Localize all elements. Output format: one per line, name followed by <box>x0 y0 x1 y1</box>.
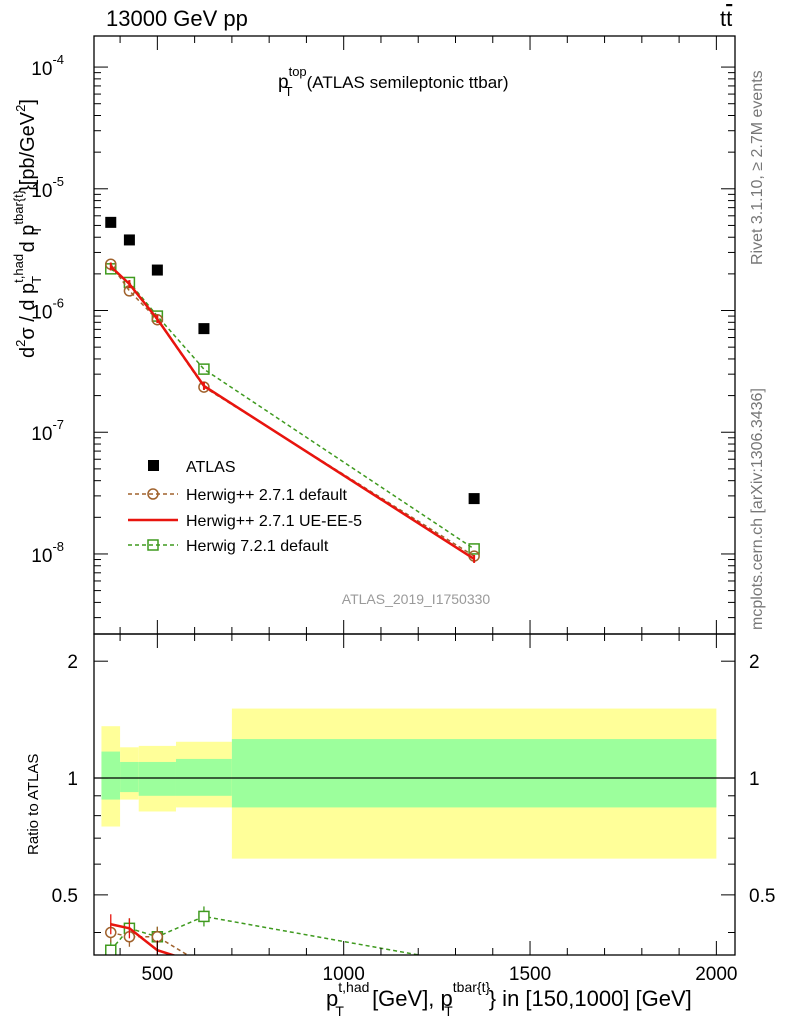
header-right: tt <box>720 6 732 31</box>
xlabel-sub1: T <box>335 1003 344 1019</box>
x-tick-label: 500 <box>142 964 174 985</box>
ratio-y-ticks: 0.5 0.5 1 1 2 2 <box>52 652 775 933</box>
header-left: 13000 GeV pp <box>106 6 248 31</box>
x-axis-label: pt,had T [GeV], ptbar{t} T} in [150,1000] … <box>326 979 692 1019</box>
ratio-ytick-label-right: 2 <box>749 652 760 673</box>
plot-title-sub: T <box>285 84 293 99</box>
ratio-band-inner <box>231 739 717 808</box>
main-ytick-label: 10-5 <box>31 174 64 202</box>
ratio-ytick-label-right: 1 <box>749 769 760 790</box>
xlabel-sup2: tbar{t} <box>453 979 491 995</box>
xlabel-sub2: T <box>444 1003 453 1019</box>
legend-marker-herwigpp-default <box>147 488 159 500</box>
watermark: ATLAS_2019_I1750330 <box>342 591 491 607</box>
main-point-atlas <box>151 264 163 276</box>
legend-marker-atlas <box>148 460 159 471</box>
main-ytick-exp: -4 <box>52 52 64 67</box>
rivet-label: Rivet 3.1.10, ≥ 2.7M events <box>749 70 766 265</box>
main-point-herwigpp-default <box>151 313 164 326</box>
plot-title: ptop T (ATLAS semileptonic ttbar) <box>278 64 508 99</box>
y-axis-label-ratio: Ratio to ATLAS <box>25 754 42 855</box>
xlabel-mid: [GeV], p <box>366 986 453 1011</box>
ylabel-d: d <box>17 347 39 358</box>
xlabel-sup1: t,had <box>338 979 369 995</box>
x-tick-label: 1000 <box>323 964 365 985</box>
main-ytick-exp: -5 <box>52 174 64 189</box>
main-ytick-exp: -8 <box>52 539 64 554</box>
legend-label-atlas: ATLAS <box>186 459 236 476</box>
ylabel-sup2: 2 <box>13 340 28 347</box>
xlabel-end: } in [150,1000] [GeV] <box>489 986 692 1011</box>
plot-title-rest: (ATLAS semileptonic ttbar) <box>307 73 509 92</box>
ratio-series-line <box>110 931 189 955</box>
header-tbar: t <box>726 6 732 31</box>
ratio-point-herwig7 <box>198 910 210 923</box>
main-ytick-exp: -7 <box>52 417 64 432</box>
x-axis: 500 1000 1500 2000 <box>119 36 738 985</box>
ylabel-sub-t2: T <box>29 226 44 234</box>
ratio-frame <box>93 633 736 956</box>
y-axis-label-main: d2σ / d pt,had T d ptbar{t}T}[pb/GeV2] <box>11 99 44 358</box>
ratio-band-inner <box>175 758 232 796</box>
main-series-line <box>110 268 475 550</box>
main-point-atlas <box>123 234 135 246</box>
ratio-ytick-label-left: 1 <box>67 769 78 790</box>
ratio-ytick-label-left: 0.5 <box>52 886 78 907</box>
legend: ATLAS Herwig++ 2.7.1 default Herwig++ 2.… <box>128 459 362 555</box>
main-ytick-label: 10-6 <box>31 296 64 324</box>
legend-marker-herwig7 <box>147 539 159 551</box>
mcplots-label: mcplots.cern.ch [arXiv:1306.3436] <box>749 388 766 630</box>
ylabel-dp: d p <box>17 225 39 258</box>
main-ytick-label: 10-8 <box>31 539 64 567</box>
main-ytick-base: 10 <box>31 546 52 567</box>
main-panel: 10-410-510-610-710-8 ptop T (ATLAS semilep… <box>11 35 736 635</box>
header-t: t <box>720 6 726 31</box>
ratio-ytick-label-right: 0.5 <box>749 886 775 907</box>
ylabel-sup-had: t,had <box>11 254 26 283</box>
x-tick-label: 2000 <box>695 964 737 985</box>
ratio-band-inner <box>101 751 121 800</box>
ratio-point-herwig7 <box>105 944 117 955</box>
main-plot-area <box>105 216 480 563</box>
ratio-band-inner <box>120 761 139 793</box>
ylabel-unit-sup: 2 <box>13 105 28 112</box>
main-y-ticks: 10-410-510-610-710-8 <box>31 52 735 619</box>
ratio-panel: 0.5 0.5 1 1 2 2 Ratio to ATLAS <box>25 633 775 956</box>
main-ytick-label: 10-4 <box>31 52 64 80</box>
ratio-series-line <box>110 915 424 955</box>
main-point-herwig7 <box>468 543 480 555</box>
ratio-plot-area <box>94 708 735 955</box>
main-ytick-label: 10-7 <box>31 417 64 445</box>
ylabel-sigma: σ / d p <box>17 283 39 340</box>
ratio-band-inner <box>138 761 176 796</box>
ylabel-unit-end: ] <box>17 99 39 105</box>
plot-title-p: p <box>278 72 289 93</box>
ratio-ytick-label-left: 2 <box>67 652 78 673</box>
main-point-atlas <box>105 216 117 228</box>
main-point-herwig7 <box>198 363 210 375</box>
main-ytick-base: 10 <box>31 424 52 445</box>
main-ytick-base: 10 <box>31 181 52 202</box>
main-ytick-exp: -6 <box>52 296 64 311</box>
legend-label-herwig7: Herwig 7.2.1 default <box>186 538 329 555</box>
x-tick-label: 1500 <box>509 964 551 985</box>
legend-label-herwigpp-ueee5: Herwig++ 2.7.1 UE-EE-5 <box>186 513 362 530</box>
xlabel-p1: p <box>326 986 338 1011</box>
plot-title-sup: top <box>289 64 307 79</box>
main-point-atlas <box>198 323 210 335</box>
main-point-atlas <box>468 493 480 505</box>
main-ytick-base: 10 <box>31 59 52 80</box>
main-ytick-base: 10 <box>31 303 52 324</box>
ylabel-unit: }[pb/GeV <box>17 111 39 192</box>
ylabel-sub-t1: T <box>29 276 44 284</box>
ylabel-sup-tbar: tbar{t} <box>11 189 26 224</box>
legend-label-herwigpp-default: Herwig++ 2.7.1 default <box>186 487 348 504</box>
